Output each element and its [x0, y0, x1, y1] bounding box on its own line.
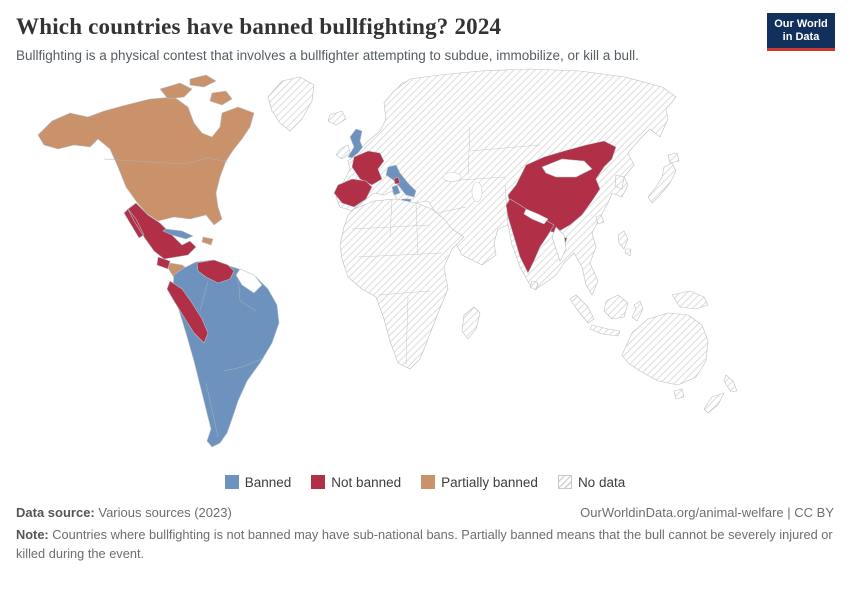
region-sri-lanka[interactable]	[529, 280, 539, 291]
region-philippines[interactable]	[617, 230, 632, 257]
region-sardinia[interactable]	[391, 184, 401, 196]
owid-logo[interactable]: Our World in Data	[767, 13, 835, 52]
region-corsica[interactable]	[393, 176, 401, 185]
region-korea[interactable]	[614, 174, 625, 190]
region-guyana-suriname[interactable]	[235, 268, 263, 294]
chart-header: Which countries have banned bullfighting…	[0, 0, 850, 65]
legend-item-not-banned[interactable]: Not banned	[311, 475, 401, 490]
map-legend: Banned Not banned Partially banned No da…	[0, 471, 850, 493]
legend-swatch-partially-banned	[421, 475, 436, 490]
chart-subtitle: Bullfighting is a physical contest that …	[16, 48, 639, 63]
legend-label-partially-banned: Partially banned	[441, 474, 538, 490]
data-source-label: Data source:	[16, 505, 95, 521]
country-borders-south-america	[199, 273, 263, 438]
region-australia[interactable]	[621, 312, 709, 386]
world-map	[0, 67, 850, 467]
region-tasmania[interactable]	[673, 388, 685, 400]
country-borders-africa	[351, 199, 443, 366]
region-greenland[interactable]	[267, 76, 315, 132]
legend-label-not-banned: Not banned	[331, 474, 402, 490]
legend-item-partially-banned[interactable]: Partially banned	[421, 475, 538, 490]
citation-link[interactable]: OurWorldinData.org/animal-welfare | CC B…	[580, 505, 834, 521]
region-japan[interactable]	[647, 162, 677, 204]
region-ireland[interactable]	[335, 144, 351, 160]
region-venezuela[interactable]	[196, 259, 235, 284]
region-canada-united-states[interactable]	[37, 96, 255, 226]
legend-swatch-not-banned	[311, 475, 326, 490]
owid-logo-line2: in Data	[782, 31, 820, 44]
region-indonesia-java[interactable]	[589, 324, 621, 337]
legend-item-banned[interactable]: Banned	[224, 474, 292, 490]
region-hokkaido[interactable]	[667, 152, 680, 164]
chart-title: Which countries have banned bullfighting…	[16, 14, 502, 39]
region-iceland[interactable]	[327, 110, 347, 126]
region-france[interactable]	[351, 150, 385, 186]
region-indonesia-sumatra[interactable]	[569, 294, 595, 324]
caspian-sea	[471, 181, 483, 203]
region-indonesia-borneo[interactable]	[603, 294, 629, 320]
region-madagascar[interactable]	[461, 306, 481, 340]
region-taiwan[interactable]	[595, 214, 605, 225]
region-peru-ecuador[interactable]	[166, 280, 209, 344]
world-map-svg	[37, 68, 738, 448]
owid-logo-line1: Our World	[774, 18, 828, 30]
region-africa[interactable]	[339, 198, 465, 370]
region-myanmar[interactable]	[551, 226, 567, 262]
region-south-america-main[interactable]	[172, 259, 280, 448]
region-dominican-republic[interactable]	[201, 236, 214, 246]
region-mexico[interactable]	[123, 202, 197, 260]
region-nepal[interactable]	[523, 208, 549, 225]
region-cuba[interactable]	[162, 228, 194, 240]
region-new-guinea[interactable]	[671, 290, 709, 310]
region-guatemala[interactable]	[156, 256, 171, 270]
legend-label-no-data: No data	[577, 474, 626, 490]
legend-swatch-no-data	[557, 475, 572, 490]
region-new-zealand-north[interactable]	[723, 374, 738, 393]
region-new-zealand-south[interactable]	[703, 392, 725, 414]
legend-label-banned: Banned	[244, 474, 292, 490]
data-source: Data source: Various sources (2023)	[16, 505, 232, 520]
country-borders-north-america	[103, 157, 229, 165]
region-arctic-islands[interactable]	[159, 74, 233, 106]
footer-note-value: Countries where bullfighting is not bann…	[16, 527, 833, 561]
region-indonesia-sulawesi[interactable]	[631, 300, 644, 322]
footer-note-label: Note:	[16, 527, 49, 543]
region-mongolia[interactable]	[541, 158, 593, 178]
legend-item-no-data[interactable]: No data	[557, 474, 626, 490]
data-source-value: Various sources (2023)	[94, 505, 232, 521]
black-sea	[442, 172, 462, 183]
region-spain-portugal[interactable]	[333, 178, 373, 208]
chart-footer: Data source: Various sources (2023) OurW…	[0, 493, 850, 563]
legend-swatch-banned	[224, 475, 239, 490]
footer-note: Note: Countries where bullfighting is no…	[16, 526, 834, 563]
